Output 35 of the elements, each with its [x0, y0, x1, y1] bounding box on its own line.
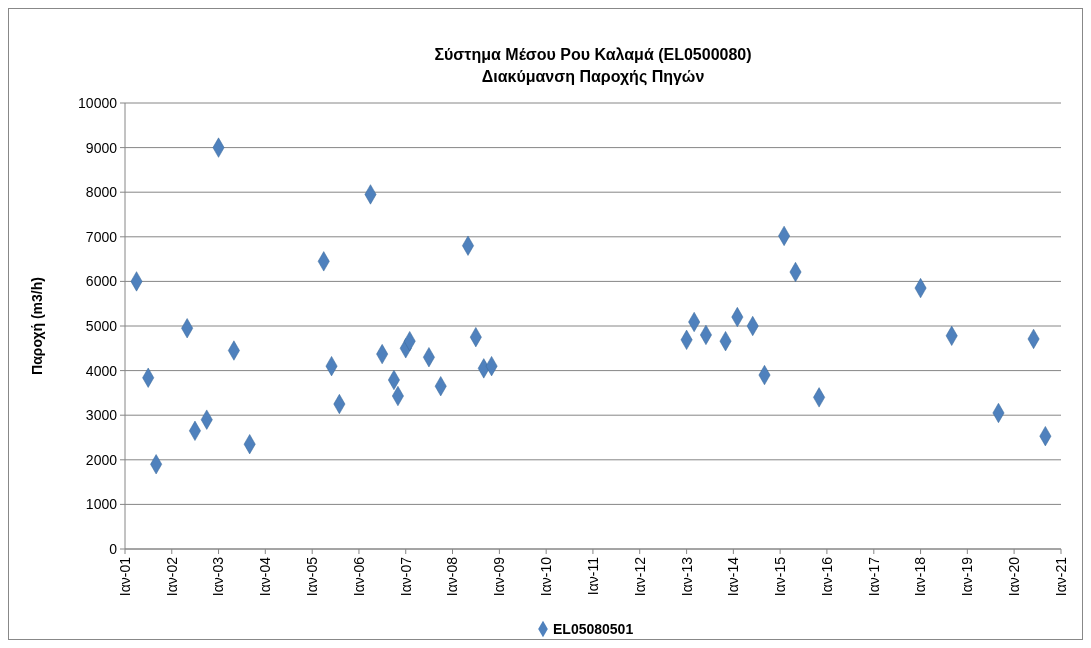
x-tick-label: Ιαν-09 [491, 556, 508, 597]
x-tick-label: Ιαν-12 [631, 556, 648, 597]
chart-title: Σύστημα Μέσου Ρου Καλαμά (EL0500080) Διακύμανση Παροχής Πηγών [434, 46, 752, 86]
x-tick-label: Ιαν-15 [772, 556, 789, 597]
x-tick-label: Ιαν-08 [444, 556, 461, 597]
x-tick-label: Ιαν-11 [584, 556, 601, 596]
y-tick-label: 10000 [78, 94, 118, 111]
x-tick-label: Ιαν-21 [1052, 556, 1069, 597]
x-tick-label: Ιαν-02 [163, 556, 180, 597]
y-tick-label: 3000 [85, 407, 118, 424]
y-tick-label: 8000 [85, 184, 118, 201]
x-tick-label: Ιαν-20 [1006, 556, 1022, 597]
x-tick-label: Ιαν-10 [538, 556, 555, 597]
x-tick-label: Ιαν-14 [725, 556, 742, 597]
y-tick-label: 4000 [85, 362, 118, 379]
x-tick-label: Ιαν-18 [912, 556, 929, 597]
x-tick-label: Ιαν-01 [116, 556, 133, 597]
y-tick-label: 5000 [85, 317, 118, 334]
y-tick-label: 9000 [85, 139, 118, 156]
x-tick-label: Ιαν-06 [350, 556, 367, 597]
x-tick-label: Ιαν-13 [678, 556, 695, 597]
y-tick-label: 0 [109, 540, 118, 557]
y-tick-label: 7000 [85, 228, 118, 245]
x-tick-label: Ιαν-16 [818, 556, 835, 597]
legend-label: EL05080501 [553, 620, 634, 637]
x-tick-label: Ιαν-19 [959, 556, 976, 597]
y-tick-label: 2000 [85, 451, 118, 468]
x-tick-label: Ιαν-03 [210, 556, 227, 597]
y-axis-title: Παροχή (m3/h) [29, 277, 45, 375]
x-tick-label: Ιαν-05 [304, 556, 321, 597]
x-tick-label: Ιαν-04 [257, 556, 274, 597]
y-tick-label: 6000 [85, 273, 118, 290]
x-tick-label: Ιαν-07 [397, 556, 414, 597]
x-tick-label: Ιαν-17 [865, 556, 882, 597]
y-tick-label: 1000 [85, 496, 118, 513]
